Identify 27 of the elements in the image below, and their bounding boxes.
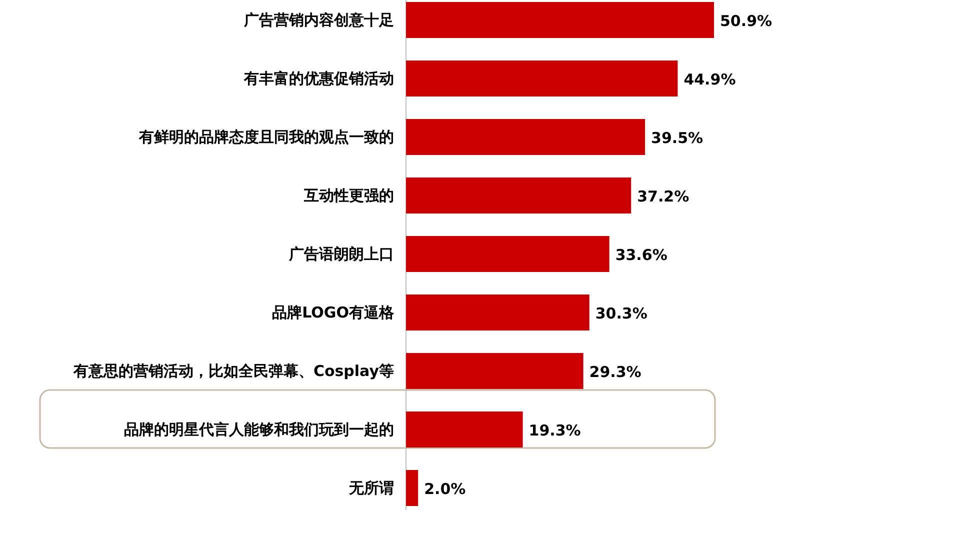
y-tick-label: 互动性更强的 bbox=[303, 186, 394, 204]
data-label: 44.9% bbox=[684, 70, 736, 88]
data-label: 29.3% bbox=[589, 363, 642, 381]
y-tick-label: 有丰富的优惠促销活动 bbox=[243, 70, 394, 88]
bar bbox=[406, 470, 418, 506]
data-label: 39.5% bbox=[651, 129, 704, 147]
y-tick-label: 品牌的明星代言人能够和我们玩到一起的 bbox=[124, 420, 394, 438]
data-label: 50.9% bbox=[720, 12, 772, 30]
data-label: 37.2% bbox=[637, 188, 690, 206]
y-tick-label: 品牌LOGO有逼格 bbox=[272, 304, 395, 322]
bar bbox=[406, 294, 590, 330]
bar bbox=[406, 353, 584, 389]
y-tick-label: 无所谓 bbox=[348, 479, 394, 497]
y-tick-label: 广告营销内容创意十足 bbox=[243, 11, 394, 29]
bar bbox=[406, 412, 523, 448]
data-label: 2.0% bbox=[424, 480, 466, 498]
bar bbox=[406, 2, 714, 38]
data-label: 33.6% bbox=[615, 246, 668, 264]
y-tick-label: 广告语朗朗上口 bbox=[288, 245, 394, 263]
bar bbox=[406, 119, 646, 155]
y-tick-label: 有意思的营销活动，比如全民弹幕、Cosplay等 bbox=[72, 362, 394, 380]
bar bbox=[406, 236, 610, 272]
y-tick-label: 有鲜明的品牌态度且同我的观点一致的 bbox=[138, 128, 394, 146]
data-label: 19.3% bbox=[528, 422, 581, 440]
data-label: 30.3% bbox=[595, 304, 648, 322]
bar bbox=[406, 178, 632, 214]
bar bbox=[406, 60, 678, 96]
